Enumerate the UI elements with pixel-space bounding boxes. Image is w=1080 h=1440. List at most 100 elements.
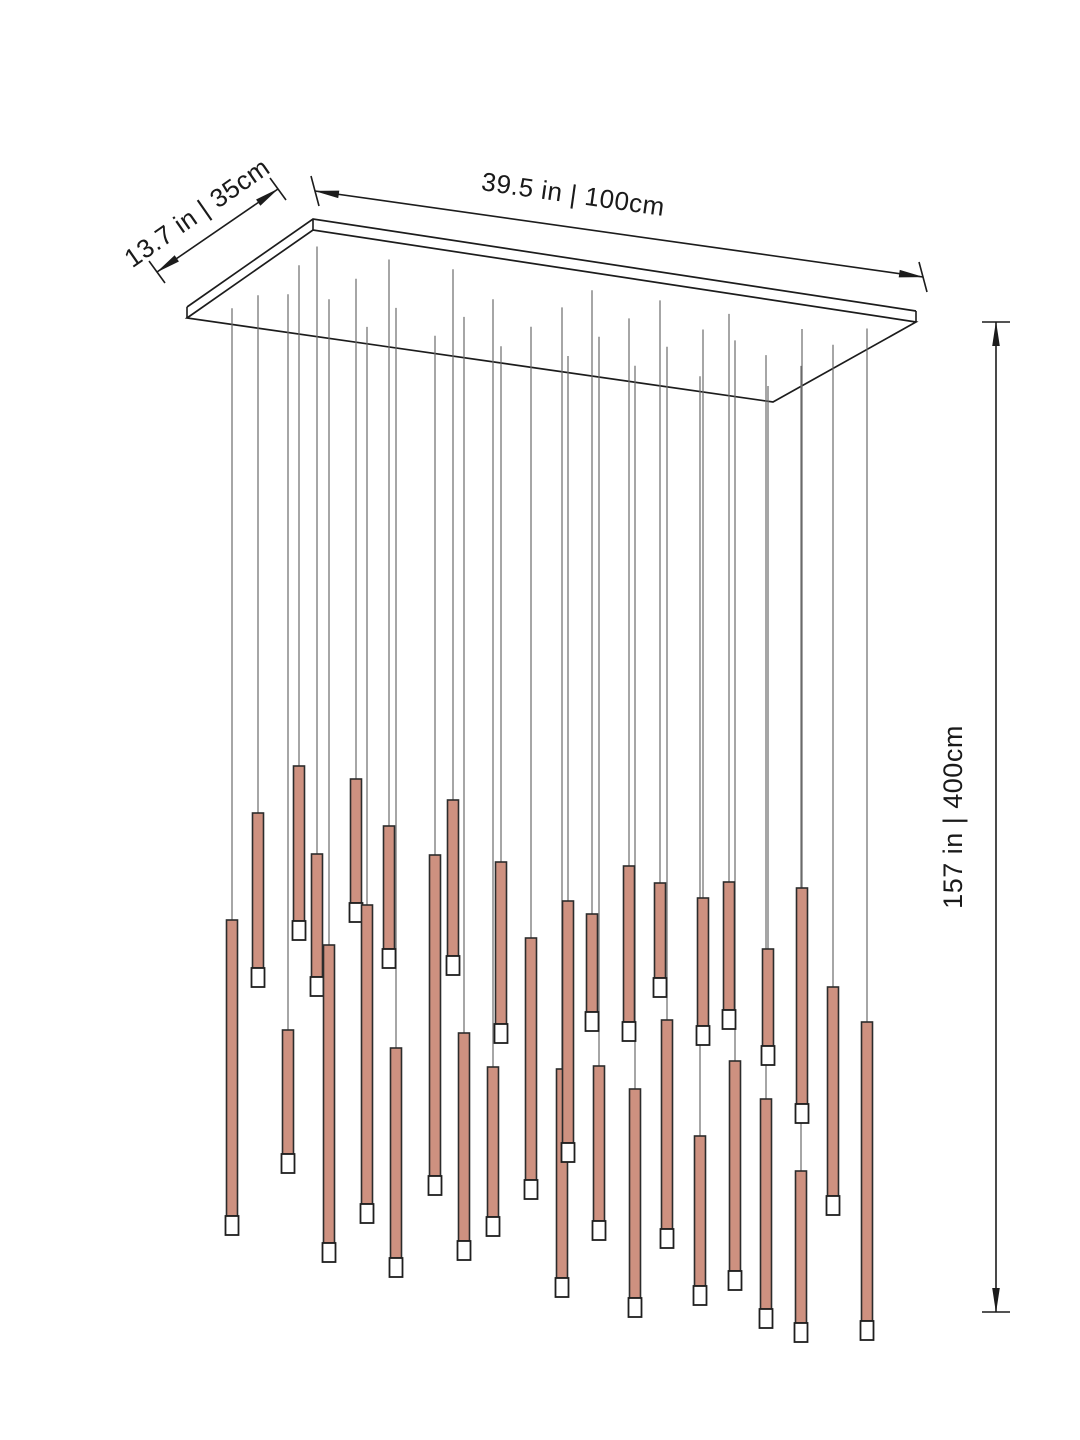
pendant-tubes xyxy=(224,765,875,1343)
pendant-tube xyxy=(728,1060,742,1272)
pendant-diffuser-tip xyxy=(825,1195,841,1216)
pendant-tube xyxy=(349,778,363,904)
pendant xyxy=(659,1019,675,1249)
pendant-tube xyxy=(826,986,840,1197)
pendant xyxy=(794,887,810,1124)
pendant-diffuser-tip xyxy=(760,1045,776,1066)
pendant-diffuser-tip xyxy=(250,967,266,988)
pendant xyxy=(760,948,776,1066)
pendant-tube xyxy=(310,853,324,978)
pendant xyxy=(348,778,364,923)
pendant-tube xyxy=(795,887,809,1105)
pendant-tube xyxy=(860,1021,874,1322)
canopy-top-edge xyxy=(186,218,917,312)
pendant xyxy=(280,1029,296,1174)
pendant-tube xyxy=(322,944,336,1244)
pendant-diffuser-tip xyxy=(381,948,397,969)
pendant-diffuser-tip xyxy=(560,1142,576,1163)
pendant-diffuser-tip xyxy=(584,1011,600,1032)
pendant-tube xyxy=(486,1066,500,1218)
pendant-tube xyxy=(722,881,736,1011)
pendant-diffuser-tip xyxy=(280,1153,296,1174)
pendant xyxy=(621,865,637,1042)
pendant xyxy=(584,913,600,1032)
pendant-tube xyxy=(457,1032,471,1242)
pendant-diffuser-tip xyxy=(695,1025,711,1046)
pendant-diffuser-tip xyxy=(321,1242,337,1263)
pendant xyxy=(758,1098,774,1329)
pendant-tube xyxy=(628,1088,642,1299)
pendant-diffuser-tip xyxy=(427,1175,443,1196)
pendant xyxy=(291,765,307,941)
pendant xyxy=(523,937,539,1200)
pendant-diffuser-tip xyxy=(793,1322,809,1343)
pendant-tube xyxy=(281,1029,295,1155)
pendant-diffuser-tip xyxy=(523,1179,539,1200)
pendant-tube xyxy=(693,1135,707,1287)
pendant-diffuser-tip xyxy=(758,1308,774,1329)
pendant xyxy=(793,1170,809,1343)
pendant-tube xyxy=(225,919,239,1217)
pendant-tube xyxy=(622,865,636,1023)
depth-dimension-label: 13.7 in | 35cm xyxy=(119,152,276,274)
pendant-diffuser-tip xyxy=(485,1216,501,1237)
pendant xyxy=(388,1047,404,1278)
depth-dimension-line xyxy=(156,188,279,273)
pendant-tube xyxy=(696,897,710,1027)
pendant xyxy=(493,861,509,1044)
pendant xyxy=(591,1065,607,1241)
pendant xyxy=(456,1032,472,1261)
pendant xyxy=(727,1060,743,1291)
pendant xyxy=(427,854,443,1196)
pendant xyxy=(309,853,325,997)
pendant-diffuser-tip xyxy=(692,1285,708,1306)
pendant xyxy=(359,904,375,1224)
pendant-tube xyxy=(428,854,442,1177)
width-dimension-label: 39.5 in | 100cm xyxy=(480,166,667,222)
pendant-diffuser-tip xyxy=(348,902,364,923)
pendant xyxy=(695,897,711,1046)
pendant xyxy=(692,1135,708,1306)
pendant xyxy=(825,986,841,1216)
pendant xyxy=(652,882,668,998)
pendant-tube xyxy=(592,1065,606,1222)
pendant-tube xyxy=(389,1047,403,1259)
pendant-diffuser-tip xyxy=(621,1021,637,1042)
pendant-tube xyxy=(794,1170,808,1324)
pendant-tube xyxy=(360,904,374,1205)
pendant-diffuser-tip xyxy=(591,1220,607,1241)
pendant-diffuser-tip xyxy=(721,1009,737,1030)
pendant-tube xyxy=(446,799,460,957)
pendant-diffuser-tip xyxy=(445,955,461,976)
pendant xyxy=(627,1088,643,1318)
ceiling-canopy xyxy=(184,218,919,403)
pendant-tube xyxy=(524,937,538,1181)
pendant-diffuser-tip xyxy=(388,1257,404,1278)
pendant-diffuser-tip xyxy=(493,1023,509,1044)
pendant-tube xyxy=(292,765,306,922)
pendant-diffuser-tip xyxy=(359,1203,375,1224)
pendant-diffuser-tip xyxy=(309,976,325,997)
pendant-tube xyxy=(585,913,599,1013)
pendant xyxy=(321,944,337,1263)
canopy-thickness-edge xyxy=(186,219,917,322)
pendant-diffuser-tip xyxy=(456,1240,472,1261)
pendant xyxy=(381,825,397,969)
pendant-diffuser-tip xyxy=(859,1320,875,1341)
pendant-tube xyxy=(382,825,396,950)
pendant xyxy=(485,1066,501,1237)
pendant xyxy=(224,919,240,1236)
pendant-diffuser-tip xyxy=(652,977,668,998)
pendant xyxy=(554,1068,570,1298)
pendant-diffuser-tip xyxy=(727,1270,743,1291)
pendant xyxy=(859,1021,875,1341)
depth-dimension: 13.7 in | 35cm xyxy=(119,152,287,284)
pendant-diffuser-tip xyxy=(224,1215,240,1236)
pendant-tube xyxy=(494,861,508,1025)
pendant-tube xyxy=(759,1098,773,1310)
pendant-diffuser-tip xyxy=(554,1277,570,1298)
pendant-tube xyxy=(251,812,265,969)
pendant xyxy=(560,900,576,1163)
